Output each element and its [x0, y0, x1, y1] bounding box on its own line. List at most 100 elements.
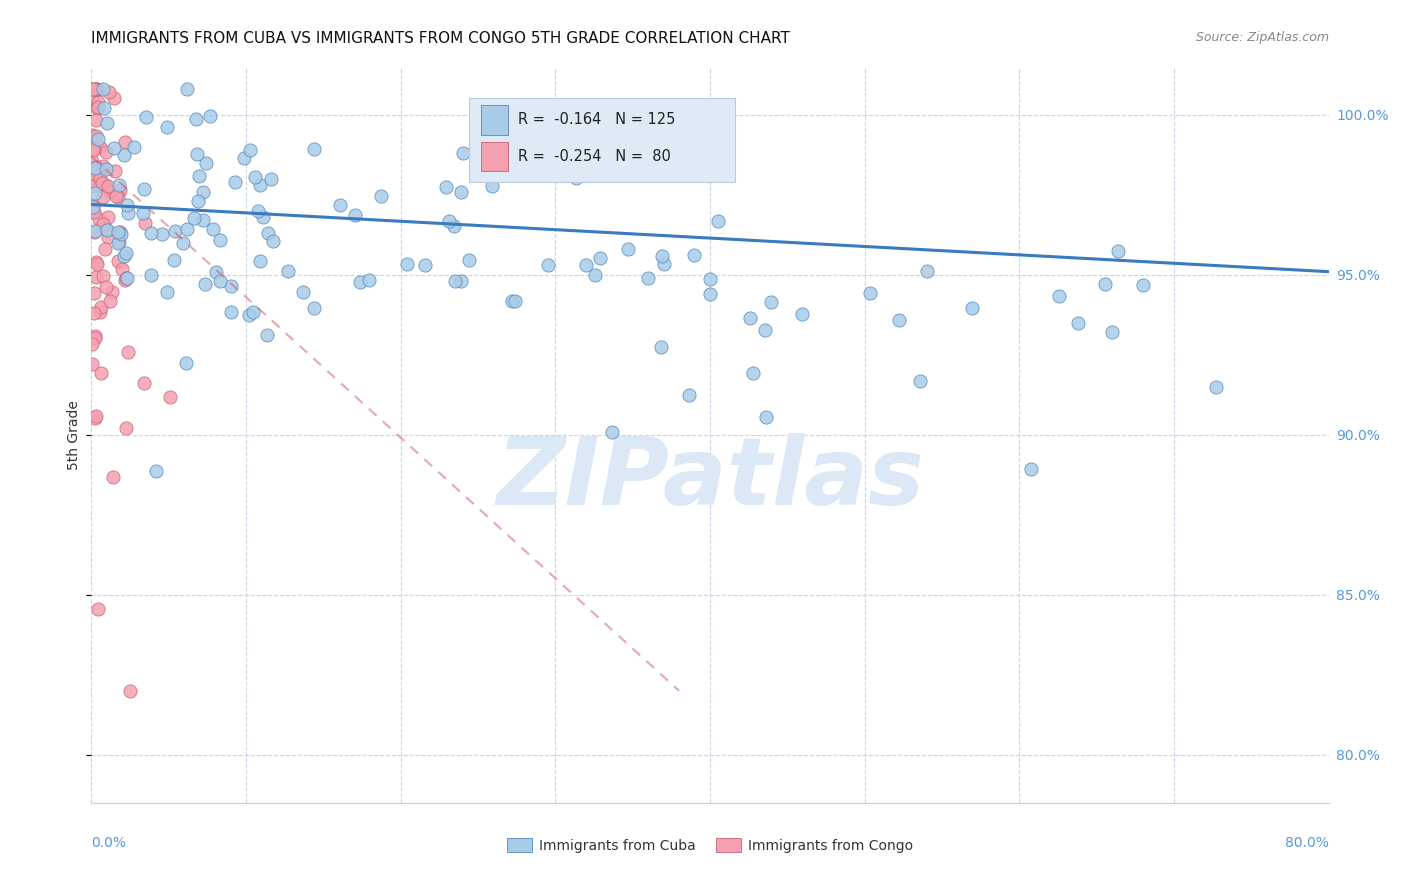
Point	[536, 258, 558, 272]
Point	[1101, 325, 1123, 339]
Point	[754, 323, 776, 337]
Point	[256, 328, 278, 343]
Point	[450, 274, 472, 288]
Point	[790, 307, 813, 321]
Point	[638, 168, 661, 182]
Point	[246, 203, 269, 218]
Point	[87, 211, 110, 226]
Point	[150, 227, 173, 241]
Point	[209, 233, 232, 247]
Point	[84, 167, 107, 181]
Point	[84, 129, 107, 144]
Point	[1107, 244, 1129, 258]
Point	[86, 82, 108, 96]
Text: R =  -0.164   N = 125: R = -0.164 N = 125	[519, 112, 676, 128]
Point	[156, 120, 179, 134]
Point	[80, 337, 103, 351]
Point	[262, 234, 284, 248]
Point	[122, 140, 145, 154]
Point	[204, 265, 226, 279]
Point	[84, 269, 107, 284]
Point	[94, 161, 117, 176]
Text: IMMIGRANTS FROM CUBA VS IMMIGRANTS FROM CONGO 5TH GRADE CORRELATION CHART: IMMIGRANTS FROM CUBA VS IMMIGRANTS FROM …	[91, 31, 790, 46]
Point	[329, 198, 352, 212]
Point	[434, 180, 457, 194]
Point	[84, 113, 107, 128]
Point	[83, 204, 105, 219]
Point	[209, 274, 232, 288]
Point	[1132, 277, 1154, 292]
Point	[93, 178, 115, 192]
Point	[755, 409, 778, 424]
Point	[131, 206, 153, 220]
Point	[481, 179, 503, 194]
Point	[443, 219, 465, 234]
Point	[637, 270, 659, 285]
Point	[107, 236, 129, 251]
Text: Source: ZipAtlas.com: Source: ZipAtlas.com	[1195, 31, 1329, 45]
Point	[359, 273, 381, 287]
Point	[108, 183, 131, 197]
Point	[176, 82, 198, 96]
Point	[90, 366, 112, 380]
Point	[292, 285, 315, 299]
Point	[98, 184, 121, 198]
Point	[249, 178, 271, 192]
Point	[90, 164, 112, 178]
Point	[80, 91, 103, 105]
Point	[87, 95, 110, 110]
Point	[103, 141, 125, 155]
Point	[219, 305, 242, 319]
Point	[343, 208, 366, 222]
Point	[575, 258, 598, 272]
Point	[1021, 461, 1043, 475]
Point	[97, 230, 120, 244]
Bar	[481, 142, 509, 171]
Point	[94, 242, 117, 256]
Point	[910, 374, 932, 388]
Point	[415, 258, 437, 272]
Point	[1047, 289, 1070, 303]
Point	[145, 464, 167, 478]
Point	[186, 112, 208, 127]
Point	[96, 222, 118, 236]
Point	[110, 227, 132, 241]
Point	[450, 185, 472, 199]
Point	[91, 82, 114, 96]
Point	[84, 255, 107, 269]
FancyBboxPatch shape	[468, 98, 735, 183]
Point	[141, 268, 163, 282]
Point	[91, 176, 114, 190]
Point	[699, 286, 721, 301]
Point	[437, 213, 460, 227]
Point	[156, 285, 179, 299]
Point	[97, 85, 120, 99]
Point	[107, 253, 129, 268]
Point	[738, 311, 761, 326]
Point	[87, 131, 110, 145]
Point	[82, 82, 104, 96]
Point	[96, 280, 118, 294]
Point	[87, 169, 110, 183]
Point	[107, 225, 129, 239]
Point	[83, 306, 105, 320]
Point	[444, 275, 467, 289]
Point	[742, 366, 765, 380]
Point	[86, 257, 108, 271]
Point	[86, 82, 108, 96]
Point	[120, 683, 142, 698]
Point	[117, 271, 139, 285]
Point	[188, 169, 211, 183]
Point	[395, 257, 418, 271]
Point	[84, 160, 107, 174]
Point	[83, 225, 105, 239]
Point	[699, 271, 721, 285]
Point	[163, 253, 186, 268]
Point	[82, 357, 104, 371]
Point	[80, 153, 103, 168]
Point	[97, 179, 120, 194]
Point	[1067, 316, 1090, 330]
Bar	[481, 105, 509, 135]
Point	[134, 182, 156, 196]
Point	[93, 101, 115, 115]
